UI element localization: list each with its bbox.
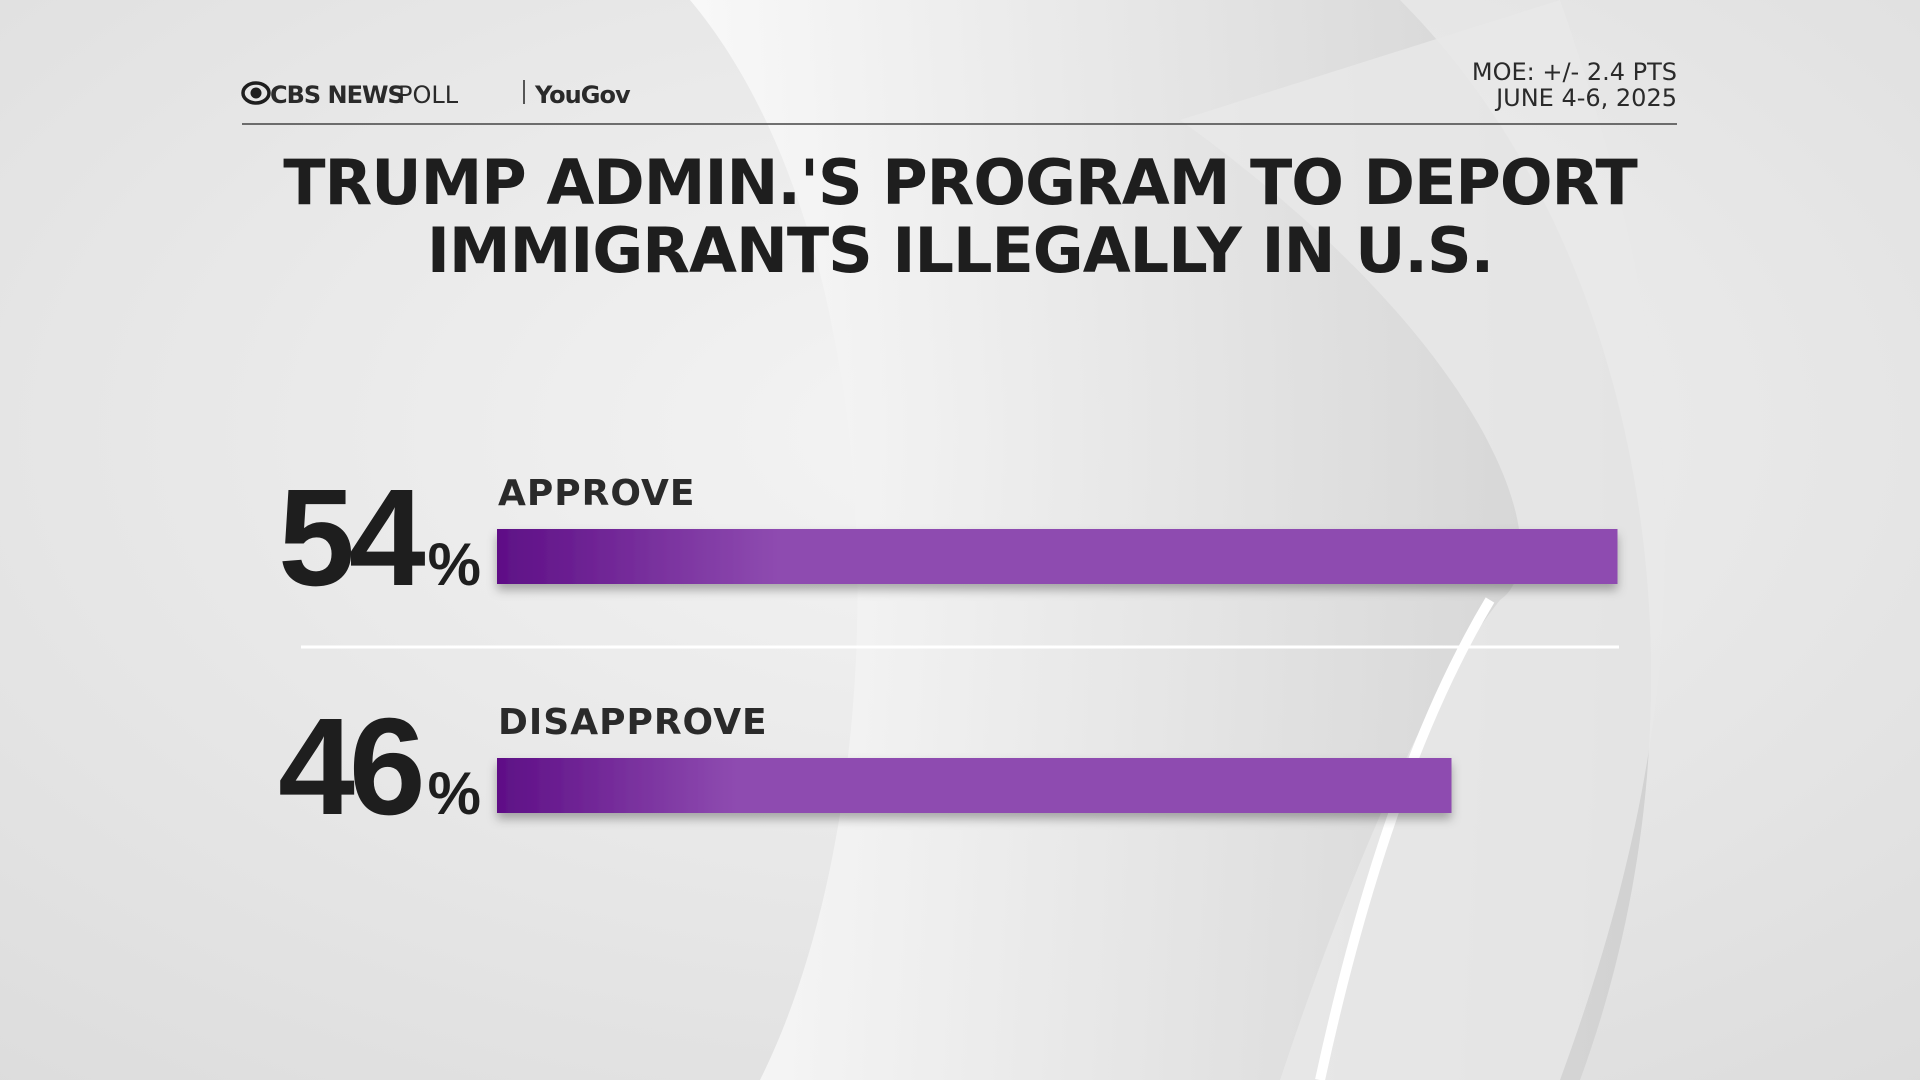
category-label: DISAPPROVE (498, 702, 768, 743)
moe: MOE: +/- 2.4 PTS (1472, 58, 1677, 86)
logo (241, 81, 271, 105)
background-arc (1180, 0, 1665, 1080)
brand: CBS NEWS (270, 81, 404, 109)
value-label: 54% (278, 461, 481, 615)
value-label: 46% (278, 690, 481, 844)
chart-title: TRUMP ADMIN.'S PROGRAM TO DEPORT (283, 146, 1637, 219)
chart-title: IMMIGRANTS ILLEGALLY IN U.S. (427, 214, 1493, 287)
product: POLL (398, 81, 459, 109)
category-label: APPROVE (498, 473, 695, 514)
partner: YouGov (534, 81, 631, 109)
bar (497, 758, 1452, 813)
dates: JUNE 4-6, 2025 (1494, 84, 1677, 112)
bar (497, 529, 1618, 584)
